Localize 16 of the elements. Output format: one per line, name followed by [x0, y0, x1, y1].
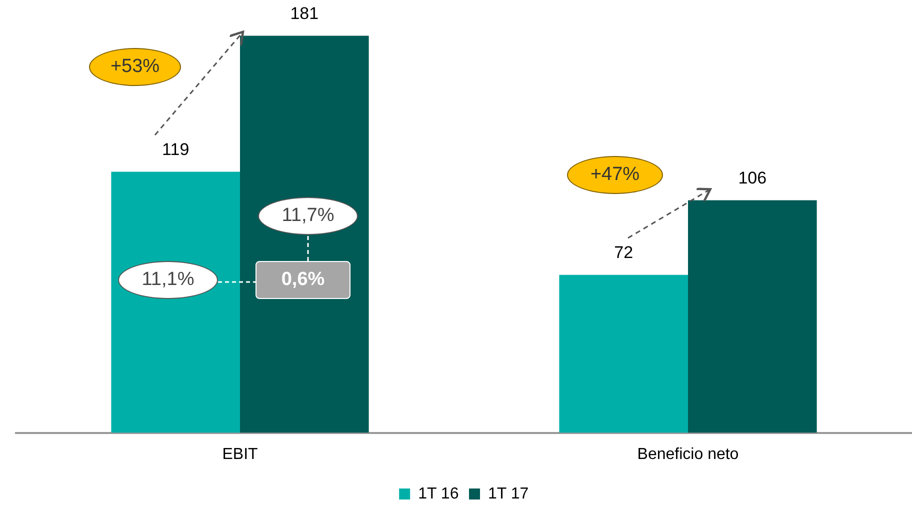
data-label: 72: [614, 243, 634, 262]
data-label: 181: [290, 4, 319, 23]
legend-label: 1T 17: [488, 485, 529, 502]
annotation: 11,1%: [118, 261, 218, 299]
bar: [559, 274, 688, 433]
data-label: 106: [738, 168, 767, 188]
bar: [688, 200, 817, 433]
annotation: 11,7%: [258, 197, 358, 235]
annotation: +53%: [89, 48, 181, 86]
legend-label: 1T 16: [418, 485, 459, 502]
bar: [111, 172, 240, 433]
data-label: 119: [162, 140, 190, 159]
x-tick-label: EBIT: [222, 446, 258, 463]
annotation: 0,6%: [256, 261, 350, 299]
x-tick-label: Beneficio neto: [637, 446, 739, 463]
annotation: +47%: [567, 156, 663, 194]
